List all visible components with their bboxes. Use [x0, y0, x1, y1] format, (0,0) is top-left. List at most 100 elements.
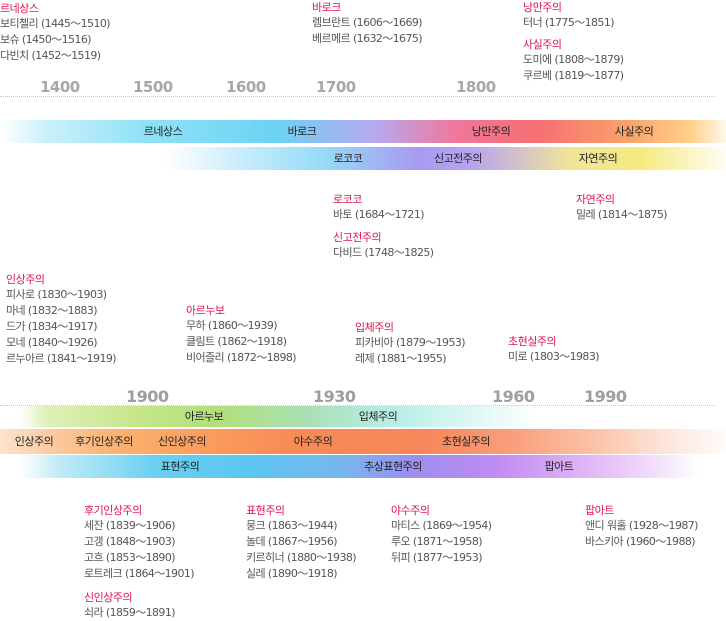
group-neoclassicism: 신고전주의 다비드 (1748～1825) — [333, 230, 434, 261]
year-label: 1960 — [492, 387, 535, 406]
group-title: 르네상스 — [0, 2, 39, 15]
group-title: 신고전주의 — [333, 231, 382, 244]
artist: 보슈 (1450～1516) — [0, 33, 92, 46]
artist: 터너 (1775～1851) — [523, 16, 615, 29]
artist: 마티스 (1869～1954) — [391, 519, 492, 532]
divider-line — [0, 96, 716, 97]
group-title: 인상주의 — [6, 273, 45, 286]
artist: 무하 (1860～1939) — [186, 319, 278, 332]
group-post-impressionism: 후기인상주의 세잔 (1839～1906) 고갱 (1848～1903) 고흐 … — [84, 503, 195, 582]
group-title: 신인상주의 — [84, 591, 133, 604]
band-label: 초현실주의 — [441, 435, 491, 448]
artist: 고흐 (1853～1890) — [84, 551, 176, 564]
group-art-nouveau: 아르누보 무하 (1860～1939) 클림트 (1862～1918) 비어즐리… — [186, 303, 297, 366]
year-label: 1990 — [584, 387, 627, 406]
timeline-band-3 — [20, 455, 700, 478]
band-label: 자연주의 — [578, 152, 618, 165]
year-label: 1900 — [126, 387, 169, 406]
group-impressionism: 인상주의 피사로 (1830～1903) 마네 (1832～1883) 드가 (… — [6, 272, 117, 367]
artist: 쿠르베 (1819～1877) — [523, 69, 624, 82]
artist: 도미에 (1808～1879) — [523, 53, 624, 66]
group-title: 초현실주의 — [508, 335, 557, 348]
band-label: 사실주의 — [614, 125, 654, 138]
group-title: 야수주의 — [391, 504, 430, 517]
artist: 실레 (1890～1918) — [246, 567, 338, 580]
artist: 앤디 워홀 (1928～1987) — [585, 519, 698, 532]
group-expressionism: 표현주의 뭉크 (1863～1944) 놀데 (1867～1956) 키르히너 … — [246, 503, 357, 582]
artist: 밀레 (1814～1875) — [576, 208, 668, 221]
timeline-band-lower — [165, 147, 726, 170]
artist: 드가 (1834～1917) — [6, 320, 98, 333]
group-naturalism: 자연주의 밀레 (1814～1875) — [576, 192, 668, 223]
band-label: 낭만주의 — [471, 125, 511, 138]
artist: 베르메르 (1632～1675) — [312, 32, 423, 45]
artist: 바토 (1684～1721) — [333, 208, 425, 221]
group-title: 표현주의 — [246, 504, 285, 517]
band-label: 아르누보 — [184, 410, 224, 423]
group-title: 후기인상주의 — [84, 504, 142, 517]
artist: 쇠라 (1859～1891) — [84, 606, 176, 619]
band-label: 인상주의 — [14, 435, 54, 448]
artist: 놀데 (1867～1956) — [246, 535, 338, 548]
band-label: 표현주의 — [160, 460, 200, 473]
artist: 마네 (1832～1883) — [6, 304, 98, 317]
year-label: 1600 — [226, 78, 266, 96]
band-label: 르네상스 — [143, 125, 183, 138]
band-label: 입체주의 — [358, 410, 398, 423]
group-realism: 사실주의 도미에 (1808～1879) 쿠르베 (1819～1877) — [523, 37, 624, 84]
year-label: 1800 — [456, 78, 496, 96]
artist: 고갱 (1848～1903) — [84, 535, 176, 548]
group-cubism: 입체주의 피카비아 (1879～1953) 레제 (1881～1955) — [355, 320, 466, 367]
artist: 미로 (1803～1983) — [508, 350, 600, 363]
group-renaissance: 르네상스 보티첼리 (1445～1510) 보슈 (1450～1516) 다빈치… — [0, 1, 111, 64]
artist: 피사로 (1830～1903) — [6, 288, 107, 301]
artist: 비어즐리 (1872～1898) — [186, 351, 297, 364]
group-title: 낭만주의 — [523, 1, 562, 14]
group-title: 입체주의 — [355, 321, 394, 334]
artist: 렘브란트 (1606～1669) — [312, 16, 423, 29]
band-label: 바로크 — [287, 125, 317, 138]
artist: 피카비아 (1879～1953) — [355, 336, 466, 349]
group-title: 자연주의 — [576, 193, 615, 206]
group-romanticism: 낭만주의 터너 (1775～1851) — [523, 0, 615, 31]
year-label: 1400 — [40, 78, 80, 96]
timeline-band-2 — [0, 429, 726, 454]
artist: 로트레크 (1864～1901) — [84, 567, 195, 580]
group-surrealism: 초현실주의 미로 (1803～1983) — [508, 334, 600, 365]
artist: 다비드 (1748～1825) — [333, 246, 434, 259]
artist: 바스키아 (1960～1988) — [585, 535, 696, 548]
artist: 보티첼리 (1445～1510) — [0, 17, 111, 30]
artist: 키르히너 (1880～1938) — [246, 551, 357, 564]
artist: 레제 (1881～1955) — [355, 352, 447, 365]
band-label: 팝아트 — [544, 460, 574, 473]
artist: 뒤피 (1877～1953) — [391, 551, 483, 564]
group-title: 사실주의 — [523, 38, 562, 51]
timeline-band-upper — [0, 120, 726, 143]
artist: 루오 (1871～1958) — [391, 535, 483, 548]
year-label: 1930 — [313, 387, 356, 406]
group-fauvism: 야수주의 마티스 (1869～1954) 루오 (1871～1958) 뒤피 (… — [391, 503, 492, 566]
year-label: 1500 — [133, 78, 173, 96]
group-title: 팝아트 — [585, 504, 614, 517]
year-label: 1700 — [316, 78, 356, 96]
band-label: 추상표현주의 — [364, 460, 422, 473]
artist: 클림트 (1862～1918) — [186, 335, 287, 348]
group-rococo: 로코코 바토 (1684～1721) — [333, 192, 425, 223]
artist: 르누아르 (1841～1919) — [6, 352, 117, 365]
group-neo-impressionism: 신인상주의 쇠라 (1859～1891) — [84, 590, 176, 621]
group-pop-art: 팝아트 앤디 워홀 (1928～1987) 바스키아 (1960～1988) — [585, 503, 698, 550]
group-title: 로코코 — [333, 193, 362, 206]
band-label: 로코코 — [333, 152, 363, 165]
timeline-band-1 — [20, 406, 540, 427]
group-baroque: 바로크 렘브란트 (1606～1669) 베르메르 (1632～1675) — [312, 0, 423, 47]
band-label: 신고전주의 — [433, 152, 483, 165]
group-title: 아르누보 — [186, 304, 225, 317]
artist: 뭉크 (1863～1944) — [246, 519, 338, 532]
band-label: 야수주의 — [293, 435, 333, 448]
band-label: 후기인상주의 — [75, 435, 133, 448]
divider-line — [0, 405, 716, 406]
artist: 모네 (1840～1926) — [6, 336, 98, 349]
band-label: 신인상주의 — [157, 435, 207, 448]
artist: 다빈치 (1452～1519) — [0, 49, 101, 62]
artist: 세잔 (1839～1906) — [84, 519, 176, 532]
